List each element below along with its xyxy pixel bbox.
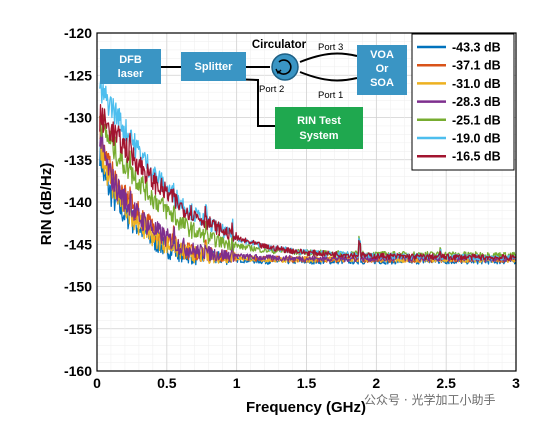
splitter-block — [181, 52, 246, 81]
circulator-icon — [271, 53, 299, 81]
splitter-label: Splitter — [195, 61, 234, 73]
x-axis-title: Frequency (GHz) — [246, 399, 366, 416]
y-axis-title: RIN (dB/Hz) — [38, 163, 55, 246]
voa-label-line2: Or — [376, 63, 390, 75]
watermark: 公众号 · 光学加工小助手 — [364, 392, 495, 407]
rin-test-system-block — [275, 107, 363, 149]
voa-label-line3: SOA — [370, 77, 394, 89]
legend-label: -28.3 dB — [452, 95, 501, 109]
series-layer — [99, 80, 517, 266]
x-tick-label: 1.5 — [297, 375, 317, 391]
circulator-arrow — [277, 59, 292, 75]
circulator-label: Circulator — [252, 39, 307, 51]
legend-label: -19.0 dB — [452, 132, 501, 146]
y-tick-label: -130 — [64, 110, 92, 126]
port3-fiber — [299, 52, 358, 63]
y-tick-label: -135 — [64, 152, 92, 168]
dfb-label-line1: DFB — [119, 54, 142, 66]
y-tick-label: -145 — [64, 236, 92, 252]
port3-label: Port 3 — [318, 42, 343, 53]
port1-fiber — [299, 71, 358, 82]
x-tick-label: 0 — [93, 375, 101, 391]
tick-labels: 0 0.5 1 1.5 2 2.5 3 -160 -155 -150 -145 -140 -135 -13… — [64, 25, 520, 391]
y-tick-label: -125 — [64, 67, 92, 83]
circulator-arrowhead — [275, 68, 282, 75]
voa-soa-block — [357, 45, 407, 95]
legend-label: -37.1 dB — [452, 59, 501, 73]
legend-label: -25.1 dB — [452, 113, 501, 127]
y-tick-label: -155 — [64, 321, 92, 337]
y-tick-label: -150 — [64, 279, 92, 295]
rin-label-line2: System — [299, 130, 338, 142]
setup-diagram: DFB laser Splitter VOA Or SOA RIN Test S… — [100, 39, 407, 149]
y-tick-label: -140 — [64, 194, 92, 210]
plot-frame — [96, 32, 517, 372]
legend-label: -16.5 dB — [452, 150, 501, 164]
x-tick-label: 1 — [233, 375, 241, 391]
legend-label: -31.0 dB — [452, 77, 501, 91]
x-tick-label: 2.5 — [436, 375, 456, 391]
x-tick-label: 0.5 — [157, 375, 177, 391]
rin-label-line1: RIN Test — [297, 115, 341, 127]
port1-label: Port 1 — [318, 90, 343, 101]
voa-label-line1: VOA — [370, 49, 394, 61]
dfb-label-line2: laser — [118, 68, 144, 80]
series-line — [99, 142, 517, 266]
legend-label: -43.3 dB — [452, 41, 501, 55]
x-tick-label: 2 — [372, 375, 380, 391]
y-tick-label: -120 — [64, 25, 92, 41]
port2-label: Port 2 — [259, 84, 284, 95]
legend: -43.3 dB -37.1 dB -31.0 dB -28.3 dB -25.1 dB… — [411, 33, 515, 171]
dfb-laser-block — [100, 49, 161, 84]
y-tick-label: -160 — [64, 363, 92, 379]
x-tick-label: 3 — [512, 375, 520, 391]
series-line — [99, 104, 517, 262]
